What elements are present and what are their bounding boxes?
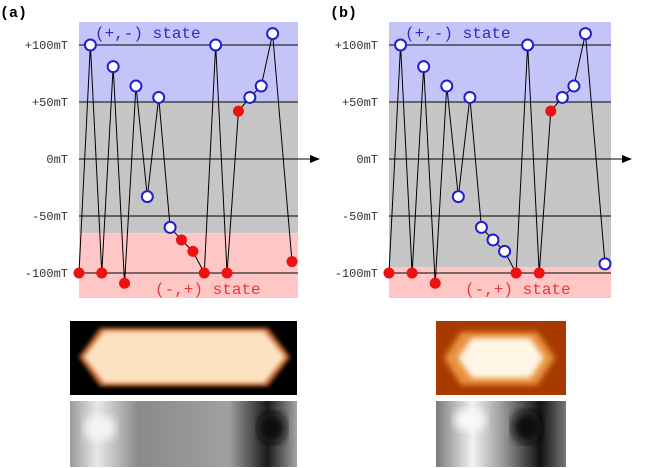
panel-b-y-tick-label: -100mT [335,267,378,281]
panel-a-label: (a) [0,5,27,22]
panel-b-point-open [498,244,512,258]
panel-a-y-tick-label: +100mT [25,39,68,53]
panel-a-band-neutral [79,102,298,234]
panel-a-point-open [129,79,143,93]
panel-a-point-filled [96,267,108,279]
panel-a-y-tick-label: -50mT [32,210,68,224]
panel-a-point-filled [187,245,199,257]
panel-b-point-open [440,79,454,93]
panel-a-state-bottom-label: (-,+) state [155,281,261,299]
panel-a-point-filled [73,267,85,279]
panel-a-band-minus-plus [79,233,298,298]
panel-a-point-filled [221,267,233,279]
panel-b-point-filled [510,267,522,279]
panel-b-y-tick-label: +50mT [342,96,378,110]
panel-b-point-filled [429,277,441,289]
panel-a-y-tick-label: +50mT [32,96,68,110]
panel-b-point-open [451,190,465,204]
panel-b-point-open [463,90,477,104]
panel-b-point-open [417,60,431,74]
panel-b-label: (b) [330,5,357,22]
panel-b-point-open [578,27,592,41]
panel-b-point-filled [545,105,557,117]
panel-b-mfm-image [436,401,566,467]
panel-b-point-open [598,257,612,271]
panel-a-y-tick-label: -100mT [25,267,68,281]
panel-b-y-tick-label: +100mT [335,39,378,53]
panel-a-point-open [163,220,177,234]
panel-b-point-filled [383,267,395,279]
panel-a-point-open [152,90,166,104]
panel-a-state-top-label: (+,-) state [95,25,201,43]
panel-a-point-open [254,79,268,93]
panel-b-topography-image [436,321,566,395]
panel-a-point-open [243,90,257,104]
panel-a-mfm-image [70,401,297,467]
panel-a-point-filled [286,256,298,268]
panel-a-point-open [266,27,280,41]
panel-b-point-open [394,38,408,52]
panel-a-point-filled [176,234,187,246]
panel-b-y-tick-label: 0mT [356,153,378,167]
panel-a-point-open [209,38,223,52]
panel-b-state-top-label: (+,-) state [405,25,511,43]
panel-a-x-axis-arrow-icon [310,155,320,163]
panel-b-x-axis-arrow-icon [622,155,632,163]
panel-a-point-open [83,38,97,52]
panel-b-y-tick-label: -50mT [342,210,378,224]
panel-b-point-filled [406,267,418,279]
panel-b-images [436,321,566,467]
panel-a-point-filled [232,105,244,117]
panel-a-point-filled [198,267,210,279]
panel-b-point-open [486,233,500,247]
panel-a-y-tick-label: 0mT [46,153,68,167]
panel-b-point-open [521,38,535,52]
panel-a-point-open [106,60,120,74]
panel-b-band-neutral [389,102,611,268]
panel-a-topography-image [70,321,297,395]
panel-b-point-open [474,220,488,234]
panel-a-chart: +100mT +50mT 0mT -50mT -100mT (a) (+,-) state (… [0,5,320,299]
panel-b-band-minus-plus [389,267,611,298]
panel-b-point-filled [533,267,545,279]
panel-a-images [70,321,297,467]
panel-b-state-bottom-label: (-,+) state [465,281,571,299]
panel-b-point-open [567,79,581,93]
panel-a-point-filled [119,277,131,289]
panel-b-point-open [555,90,569,104]
panel-b-chart: +100mT +50mT 0mT -50mT -100mT (b) (+,-) state (… [330,5,632,299]
panel-a-point-open [140,190,154,204]
